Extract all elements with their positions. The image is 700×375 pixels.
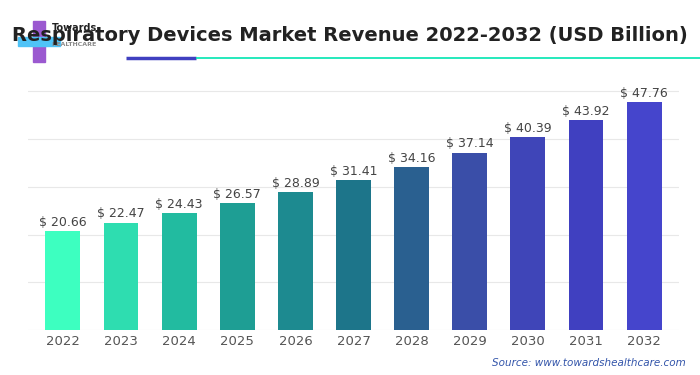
Text: $ 28.89: $ 28.89 [272, 177, 319, 190]
Text: $ 20.66: $ 20.66 [39, 216, 87, 229]
Bar [626, 102, 662, 330]
Text: $ 24.43: $ 24.43 [155, 198, 203, 211]
Text: $ 47.76: $ 47.76 [620, 87, 668, 100]
Text: Respiratory Devices Market Revenue 2022-2032 (USD Billion): Respiratory Devices Market Revenue 2022-… [12, 26, 688, 45]
Text: $ 37.14: $ 37.14 [446, 137, 494, 150]
Text: HEALTHCARE: HEALTHCARE [52, 42, 97, 47]
Bar [568, 120, 603, 330]
Bar [220, 203, 255, 330]
Bar [46, 231, 80, 330]
Bar [336, 180, 371, 330]
Bar [162, 213, 197, 330]
Bar [510, 137, 545, 330]
FancyArrow shape [34, 21, 45, 62]
Bar [452, 153, 487, 330]
Text: $ 22.47: $ 22.47 [97, 207, 145, 220]
Bar [104, 223, 139, 330]
Text: $ 26.57: $ 26.57 [214, 188, 261, 201]
Bar [394, 167, 429, 330]
Bar [278, 192, 313, 330]
FancyArrow shape [18, 36, 60, 46]
Text: $ 31.41: $ 31.41 [330, 165, 377, 178]
Text: Towards: Towards [52, 23, 97, 33]
Text: $ 43.92: $ 43.92 [562, 105, 610, 118]
Text: $ 34.16: $ 34.16 [388, 152, 435, 165]
Text: $ 40.39: $ 40.39 [504, 122, 552, 135]
Text: Source: www.towardshealthcare.com: Source: www.towardshealthcare.com [492, 357, 686, 368]
